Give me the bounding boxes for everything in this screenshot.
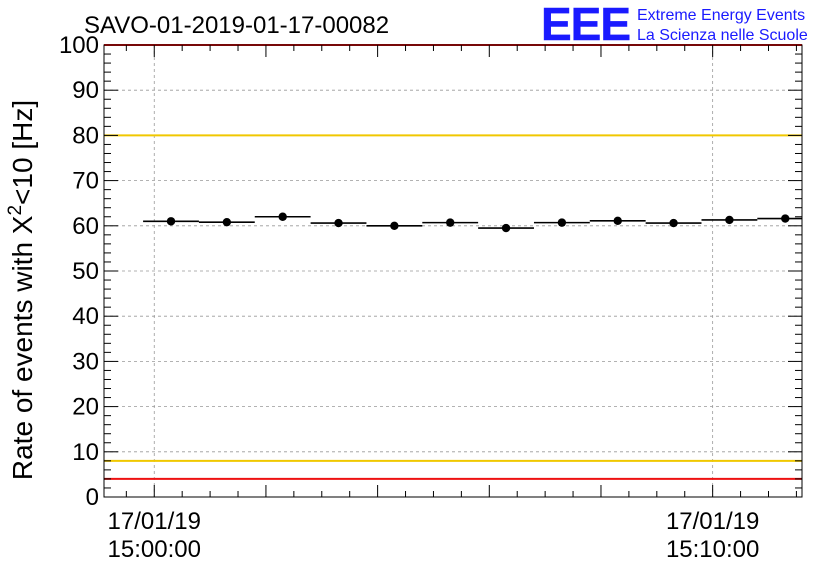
grid-lines (104, 45, 802, 497)
y-axis-title: Rate of events with X2<10 [Hz] (5, 100, 38, 480)
x-tick-label-time: 15:10:00 (666, 536, 759, 563)
data-point (166, 217, 176, 226)
x-tick-label-date: 17/01/19 (666, 508, 759, 535)
x-tick-label-date: 17/01/19 (108, 508, 201, 535)
y-tick-label: 100 (59, 32, 99, 59)
logo-letters: EEE (541, 0, 630, 50)
logo-line2: La Scienza nelle Scuole (637, 27, 808, 44)
y-tick-labels: 0 10 20 30 40 50 60 70 80 90 100 (59, 32, 99, 511)
data-point (613, 216, 622, 226)
data-point (446, 218, 455, 227)
y-tick-label: 70 (72, 168, 99, 195)
chart-title: SAVO-01-2019-01-17-00082 (84, 12, 389, 39)
y-tick-label: 30 (72, 348, 99, 375)
y-tick-label: 0 (86, 484, 99, 511)
y-tick-label: 50 (72, 258, 99, 285)
y-tick-label: 80 (72, 122, 99, 149)
data-point (725, 215, 734, 225)
data-point (501, 223, 511, 233)
y-tick-label: 40 (72, 303, 99, 330)
data-point (781, 214, 790, 223)
data-point (278, 212, 287, 221)
y-tick-label: 10 (72, 439, 99, 466)
axis-ticks (104, 44, 802, 498)
data-point (390, 221, 399, 230)
data-point (334, 218, 343, 228)
reference-lines (104, 44, 802, 480)
y-tick-label: 90 (72, 77, 99, 104)
data-series (143, 212, 802, 233)
logo-line1: Extreme Energy Events (637, 7, 805, 24)
y-tick-label: 60 (72, 213, 99, 240)
y-tick-label: 20 (72, 394, 99, 421)
x-tick-label-time: 15:00:00 (108, 536, 201, 563)
eee-logo: EEE Extreme Energy Events La Scienza nel… (541, 0, 808, 50)
data-point (669, 218, 678, 228)
data-point (222, 217, 232, 227)
data-point (557, 218, 567, 227)
